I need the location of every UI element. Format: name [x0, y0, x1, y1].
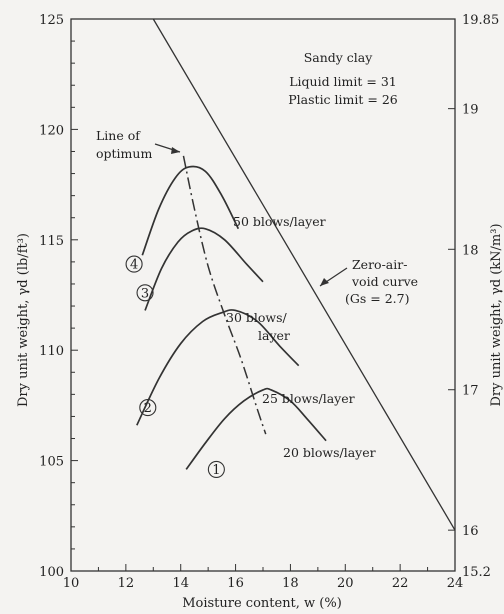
compaction-curve-3	[144, 227, 264, 311]
x-tick-label: 16	[227, 576, 244, 591]
zav-label-line1: Zero-air-	[352, 257, 407, 272]
curve-marker-label-2: 2	[144, 401, 152, 416]
label-20-blows: 20 blows/layer	[283, 445, 376, 460]
zav-label-line3: (Gs = 2.7)	[345, 291, 409, 306]
right-tick-label: 16	[462, 524, 479, 539]
y-axis-title-left: Dry unit weight, γd (lb/ft³)	[16, 233, 31, 407]
x-tick-label: 24	[447, 576, 464, 591]
curve-marker-label-1: 1	[212, 463, 220, 478]
x-tick-label: 14	[172, 576, 189, 591]
right-tick-label: 17	[462, 384, 479, 399]
x-tick-label: 10	[63, 576, 80, 591]
right-tick-label: 19	[462, 103, 479, 118]
x-tick-label: 18	[282, 576, 299, 591]
right-tick-label: 19.85	[462, 13, 499, 28]
label-30-blows-line2: layer	[258, 328, 290, 343]
right-tick-label: 18	[462, 243, 479, 258]
right-tick-label: 15.2	[462, 565, 491, 580]
curve-marker-circle-1	[207, 460, 225, 478]
y-tick-label: 120	[39, 123, 64, 138]
plastic-limit-label: Plastic limit = 26	[288, 92, 398, 107]
y-tick-label: 100	[39, 565, 64, 580]
compaction-curve-2	[136, 309, 300, 426]
x-tick-label: 12	[118, 576, 135, 591]
label-30-blows-line1: 30 blows/	[226, 310, 288, 325]
curve-marker-circle-3	[136, 284, 154, 302]
y-axis-title-right: Dry unit weight, γd (kN/m³)	[489, 223, 504, 406]
label-25-blows: 25 blows/layer	[262, 391, 355, 406]
compaction-curve-1	[185, 387, 327, 470]
liquid-limit-label: Liquid limit = 31	[289, 74, 397, 89]
compaction-curve-4	[141, 165, 240, 256]
y-tick-label: 105	[39, 455, 64, 470]
zav-arrow-head	[320, 278, 329, 286]
zero-air-void-curve	[152, 18, 456, 531]
optimum-label-line2: optimum	[96, 146, 152, 161]
curve-marker-circle-2	[139, 399, 157, 417]
line-of-optimum	[182, 155, 267, 435]
y-tick-label: 125	[39, 13, 64, 28]
y-tick-label: 115	[39, 234, 64, 249]
x-tick-label: 22	[392, 576, 409, 591]
compaction-curves: 43 2 1	[125, 18, 456, 531]
label-50-blows: 50 blows/layer	[233, 214, 326, 229]
curve-marker-label-3: 3	[141, 286, 149, 301]
optimum-arrow-head	[171, 147, 180, 154]
optimum-label-line1: Line of	[96, 128, 141, 143]
x-axis-title: Moisture content, w (%)	[182, 596, 342, 611]
curve-marker-circle-4	[125, 255, 143, 273]
y-tick-label: 110	[39, 344, 64, 359]
soil-label: Sandy clay	[304, 50, 374, 65]
zav-label-line2: void curve	[351, 274, 418, 289]
curve-marker-label-4: 4	[130, 258, 138, 273]
x-tick-label: 20	[337, 576, 354, 591]
axis-ticks: 10 12 14 16 18 20 22 2410010511011512012515.216…	[39, 13, 499, 591]
